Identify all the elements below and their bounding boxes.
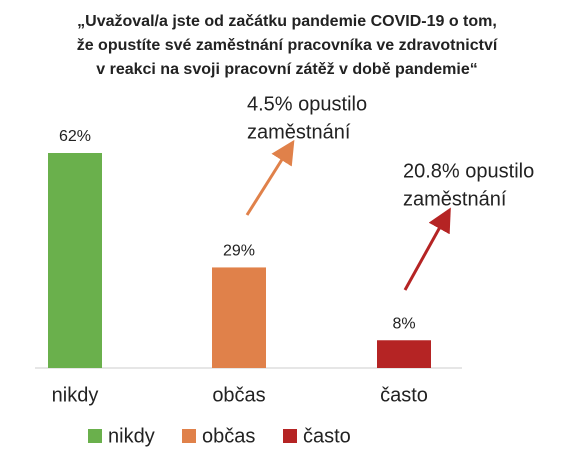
legend-label: občas [202,425,255,447]
legend-label: často [303,425,351,447]
arrow [245,139,295,216]
bar [377,340,431,368]
x-tick-label: často [380,384,428,406]
legend-swatch [182,429,196,443]
bar [212,267,266,368]
data-label: 8% [392,315,415,332]
chart-title: v reakci na svoji pracovní zátěž v době … [96,61,477,78]
chart-title: „Uvažoval/a jste od začátku pandemie COV… [77,13,497,30]
annotation: 20.8% opustilo [403,160,534,182]
legend-swatch [88,429,102,443]
legend-swatch [283,429,297,443]
annotation: zaměstnání [247,121,351,143]
data-label: 62% [59,128,91,145]
bar [48,153,102,368]
x-tick-label: občas [212,384,265,406]
x-tick-label: nikdy [52,384,99,406]
annotation: 4.5% opustilo [247,93,367,115]
legend-label: nikdy [108,425,155,447]
data-label: 29% [223,243,255,260]
arrow [403,207,451,291]
annotation: zaměstnání [403,188,507,210]
chart-title: že opustíte své zaměstnání pracovníka ve… [77,37,498,54]
